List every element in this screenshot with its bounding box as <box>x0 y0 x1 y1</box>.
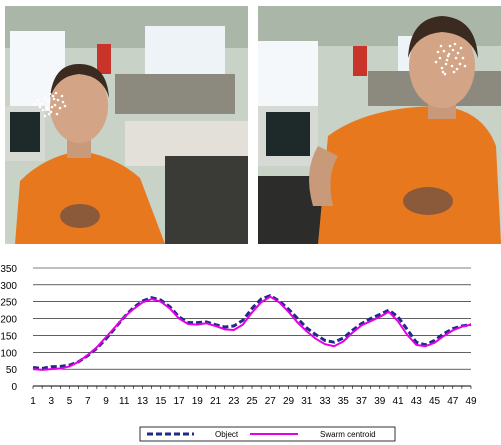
axes <box>32 385 472 389</box>
x-tick-label-23: 23 <box>228 396 240 407</box>
x-tick-label-27: 27 <box>265 396 277 407</box>
x-tick-label-3: 3 <box>48 396 54 407</box>
face <box>50 69 108 143</box>
x-tick-label-13: 13 <box>137 396 149 407</box>
desk-shadow <box>165 156 248 244</box>
y-tick-label-150: 150 <box>0 331 17 342</box>
swarm-particles-cluster <box>434 42 467 76</box>
x-tick-label-39: 39 <box>374 396 386 407</box>
shirt-print <box>60 204 100 228</box>
fire-extinguisher-sign <box>353 46 367 76</box>
shelf-equipment <box>115 74 235 114</box>
hair <box>50 64 109 98</box>
x-tick-label-9: 9 <box>103 396 109 407</box>
y-tick-label-100: 100 <box>0 348 17 359</box>
legend: Object Swarm centroid <box>139 426 396 442</box>
monitor-screen <box>266 112 310 156</box>
webcam-frame-right-image <box>258 6 501 244</box>
window <box>258 41 318 116</box>
x-tick-label-25: 25 <box>246 396 258 407</box>
webcam-frame-right <box>258 6 501 244</box>
y-tick-labels: 0 50 100 150 200 250 300 350 <box>0 264 17 393</box>
x-tick-label-19: 19 <box>192 396 204 407</box>
gridlines <box>33 267 471 370</box>
hair <box>408 16 478 58</box>
x-tick-label-7: 7 <box>85 396 91 407</box>
shirt-print <box>403 187 453 215</box>
monitor-screen <box>10 112 40 152</box>
orange-shirt <box>15 151 165 244</box>
x-tick-label-31: 31 <box>301 396 313 407</box>
x-tick-label-15: 15 <box>155 396 167 407</box>
x-tick-label-1: 1 <box>30 396 36 407</box>
y-tick-label-250: 250 <box>0 298 17 309</box>
legend-label-swarm-centroid: Swarm centroid <box>320 430 376 439</box>
x-tick-label-5: 5 <box>67 396 73 407</box>
x-tick-label-17: 17 <box>173 396 185 407</box>
x-tick-label-35: 35 <box>338 396 350 407</box>
x-tick-label-49: 49 <box>465 396 477 407</box>
x-tick-label-21: 21 <box>210 396 222 407</box>
series-line-object <box>32 294 472 370</box>
face <box>409 24 475 108</box>
webcam-frame-left <box>5 6 248 244</box>
y-tick-label-50: 50 <box>6 365 18 376</box>
x-tick-labels: 1 3 5 7 9 11 13 15 17 19 21 23 25 27 29 31 33 35 37 39 41 43 4… <box>30 396 477 407</box>
series-lines <box>32 294 472 371</box>
swarm-particles-cluster <box>33 91 67 118</box>
arm <box>309 146 338 206</box>
y-tick-label-200: 200 <box>0 315 17 326</box>
fire-extinguisher-sign <box>97 44 111 74</box>
webcam-frame-left-image <box>5 6 248 244</box>
x-tick-label-45: 45 <box>429 396 441 407</box>
legend-label-object: Object <box>215 430 239 439</box>
y-tick-label-0: 0 <box>11 382 17 393</box>
x-tick-label-47: 47 <box>447 396 459 407</box>
x-tick-label-29: 29 <box>283 396 295 407</box>
x-tick-label-41: 41 <box>392 396 404 407</box>
x-tick-label-11: 11 <box>119 396 130 407</box>
x-tick-label-37: 37 <box>356 396 368 407</box>
x-tick-label-43: 43 <box>411 396 423 407</box>
y-tick-label-350: 350 <box>0 264 17 275</box>
chart-background <box>0 252 501 445</box>
series-line-swarm-centroid <box>32 295 472 371</box>
x-tick-label-33: 33 <box>319 396 331 407</box>
y-tick-label-300: 300 <box>0 281 17 292</box>
orange-shirt <box>318 106 501 244</box>
